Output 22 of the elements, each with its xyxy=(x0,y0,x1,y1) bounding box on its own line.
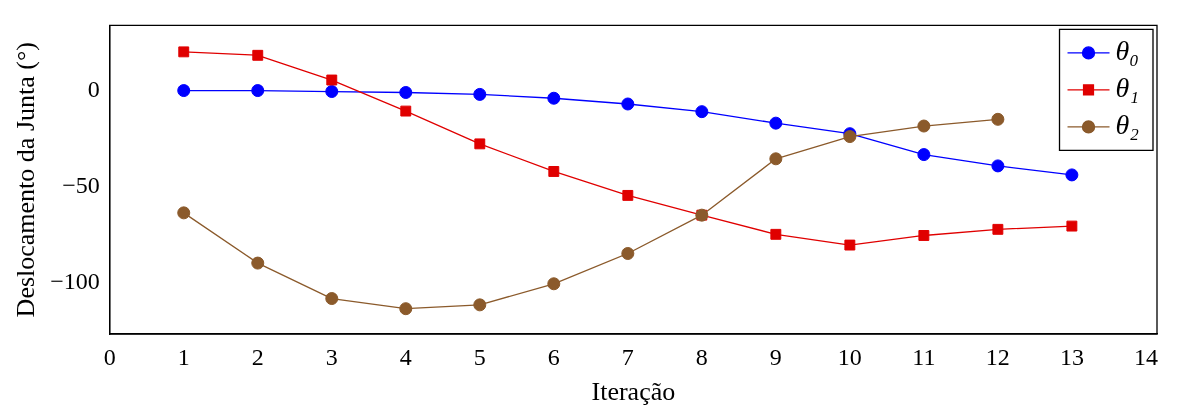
legend-label: θ₀ xyxy=(1115,35,1140,67)
x-tick-label: 6 xyxy=(547,343,560,370)
legend-label: θ₂ xyxy=(1115,109,1140,141)
x-tick-label: 3 xyxy=(325,343,338,370)
x-tick-label: 9 xyxy=(769,343,782,370)
x-tick-label: 10 xyxy=(837,343,862,370)
x-tick-label: 13 xyxy=(1059,343,1084,370)
x-axis-title: Iteração xyxy=(591,377,676,407)
x-tick-label: 12 xyxy=(985,343,1010,370)
x-tick-label: 11 xyxy=(912,343,936,370)
y-tick-label: 0 xyxy=(87,75,100,102)
x-tick-label: 1 xyxy=(177,343,190,370)
legend-label: θ₁ xyxy=(1115,72,1140,104)
x-tick-label: 7 xyxy=(621,343,634,370)
x-tick-label: 5 xyxy=(473,343,486,370)
y-tick-label: −100 xyxy=(50,267,100,294)
x-tick-label: 2 xyxy=(251,343,264,370)
y-tick-label: −50 xyxy=(62,171,100,198)
x-tick-label: 14 xyxy=(1133,343,1158,370)
x-tick-label: 8 xyxy=(695,343,708,370)
y-axis-title: Deslocamento da Junta (°) xyxy=(11,42,41,318)
x-tick-label: 4 xyxy=(399,343,412,370)
